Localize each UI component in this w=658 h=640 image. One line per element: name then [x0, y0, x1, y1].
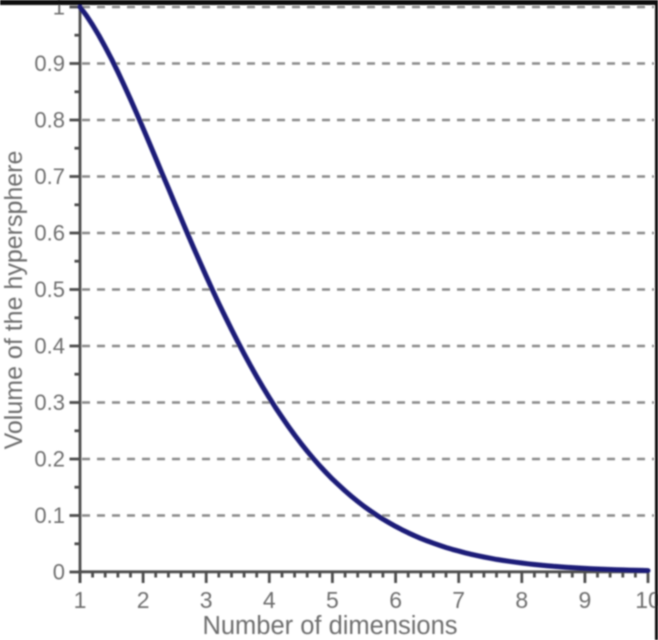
svg-text:0.4: 0.4: [34, 334, 65, 359]
svg-text:9: 9: [579, 587, 592, 613]
svg-text:0.1: 0.1: [34, 503, 65, 528]
svg-text:6: 6: [389, 587, 402, 613]
svg-text:Number of dimensions: Number of dimensions: [202, 612, 457, 640]
svg-text:0.7: 0.7: [34, 164, 65, 189]
svg-text:7: 7: [452, 587, 465, 613]
svg-text:0.5: 0.5: [34, 277, 65, 302]
svg-text:Volume of the hypersphere: Volume of the hypersphere: [0, 151, 28, 450]
svg-text:3: 3: [200, 587, 213, 613]
svg-text:0.2: 0.2: [34, 447, 65, 472]
svg-text:8: 8: [515, 587, 528, 613]
svg-text:2: 2: [137, 587, 150, 613]
svg-text:0: 0: [53, 560, 65, 585]
svg-text:1: 1: [74, 587, 87, 613]
svg-text:4: 4: [263, 587, 276, 613]
svg-text:10: 10: [635, 587, 658, 613]
svg-text:5: 5: [326, 587, 339, 613]
svg-text:0.9: 0.9: [34, 51, 65, 76]
svg-text:0.3: 0.3: [34, 390, 65, 415]
svg-text:0.8: 0.8: [34, 108, 65, 133]
svg-text:0.6: 0.6: [34, 221, 65, 246]
